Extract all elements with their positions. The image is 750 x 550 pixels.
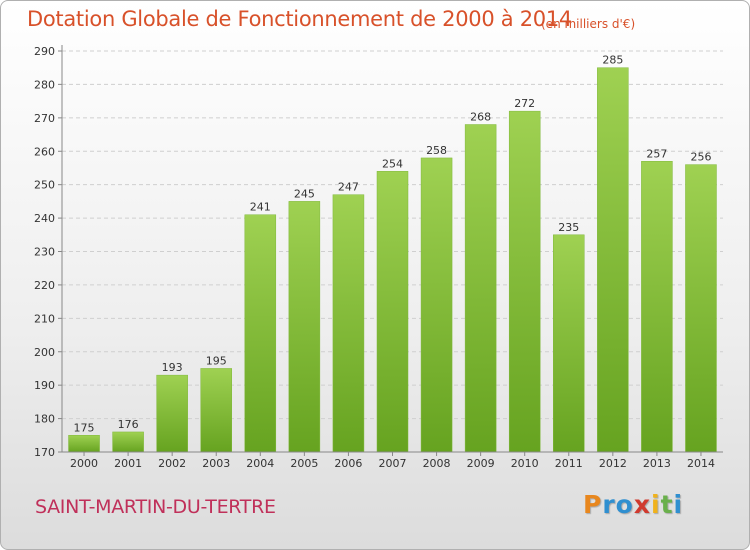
x-tick-label: 2006 xyxy=(334,457,362,470)
bar-2000[interactable] xyxy=(68,435,100,453)
data-label: 195 xyxy=(206,354,227,367)
y-tick-label: 240 xyxy=(34,212,55,225)
commune-name: SAINT-MARTIN-DU-TERTRE xyxy=(35,496,276,518)
data-label: 268 xyxy=(470,111,491,124)
data-label: 175 xyxy=(74,421,95,434)
logo-letter: r xyxy=(602,490,616,519)
y-tick-label: 190 xyxy=(34,379,55,392)
bar-2004[interactable] xyxy=(244,214,277,453)
y-tick-label: 170 xyxy=(34,446,55,459)
data-label: 241 xyxy=(250,201,271,214)
data-label: 193 xyxy=(162,361,183,374)
y-tick-label: 260 xyxy=(34,145,55,158)
bar-2003[interactable] xyxy=(200,368,232,453)
bar-2010[interactable] xyxy=(508,110,541,453)
logo-letter: i xyxy=(651,490,661,519)
chart-unit: (en milliers d'€) xyxy=(541,17,636,31)
x-tick-label: 2004 xyxy=(246,457,274,470)
data-label: 245 xyxy=(294,187,315,200)
bar-2011[interactable] xyxy=(553,234,585,453)
bar-2012[interactable] xyxy=(597,67,629,453)
bar-2007[interactable] xyxy=(376,171,409,453)
x-tick-label: 2012 xyxy=(599,457,627,470)
x-tick-label: 2001 xyxy=(114,457,142,470)
x-tick-label: 2013 xyxy=(643,457,671,470)
y-tick-label: 270 xyxy=(34,112,55,125)
bar-2013[interactable] xyxy=(641,161,673,453)
x-tick-label: 2009 xyxy=(467,457,495,470)
logo-letter: t xyxy=(660,490,674,519)
data-label: 176 xyxy=(118,418,139,431)
x-tick-label: 2007 xyxy=(379,457,407,470)
data-label: 258 xyxy=(426,144,447,157)
data-label: 254 xyxy=(382,157,403,170)
data-label: 247 xyxy=(338,181,359,194)
bar-2005[interactable] xyxy=(288,201,321,453)
x-tick-label: 2000 xyxy=(70,457,98,470)
axes: 170 180 190 200 210 220 230 240 250 260 270 280 290 2… xyxy=(34,45,723,470)
bar-2009[interactable] xyxy=(464,124,497,453)
x-tick-label: 2011 xyxy=(555,457,583,470)
logo-letter: P xyxy=(583,490,603,519)
bar-2002[interactable] xyxy=(156,374,188,453)
bar-2008[interactable] xyxy=(420,157,453,453)
bar-2014[interactable] xyxy=(685,164,717,453)
x-tick-label: 2010 xyxy=(511,457,539,470)
y-tick-label: 230 xyxy=(34,246,55,259)
x-tick-label: 2014 xyxy=(687,457,715,470)
y-tick-label: 250 xyxy=(34,179,55,192)
data-label: 257 xyxy=(646,147,667,160)
bar-2001[interactable] xyxy=(112,431,144,453)
x-tick-label: 2003 xyxy=(202,457,230,470)
bars: 175 176 193 195 241 245 247 254 258 268 272 235 285 2… xyxy=(68,54,717,453)
logo-letter: i xyxy=(673,490,684,519)
data-label: 285 xyxy=(602,54,623,67)
y-tick-label: 180 xyxy=(34,413,55,426)
y-tick-label: 280 xyxy=(34,78,55,91)
x-tick-label: 2002 xyxy=(158,457,186,470)
data-label: 272 xyxy=(514,97,535,110)
x-tick-label: 2008 xyxy=(423,457,451,470)
logo-letter: o xyxy=(615,490,634,519)
data-label: 256 xyxy=(690,151,711,164)
y-tick-label: 210 xyxy=(34,312,55,325)
bar-2006[interactable] xyxy=(332,194,365,453)
data-label: 235 xyxy=(558,221,579,234)
proxiti-logo[interactable]: Proxiti xyxy=(583,490,683,519)
y-tick-label: 220 xyxy=(34,279,55,292)
chart-title: Dotation Globale de Fonctionnement de 20… xyxy=(27,7,572,31)
x-tick-label: 2005 xyxy=(290,457,318,470)
y-tick-label: 290 xyxy=(34,45,55,58)
y-tick-label: 200 xyxy=(34,346,55,359)
logo-letter: x xyxy=(633,490,651,519)
